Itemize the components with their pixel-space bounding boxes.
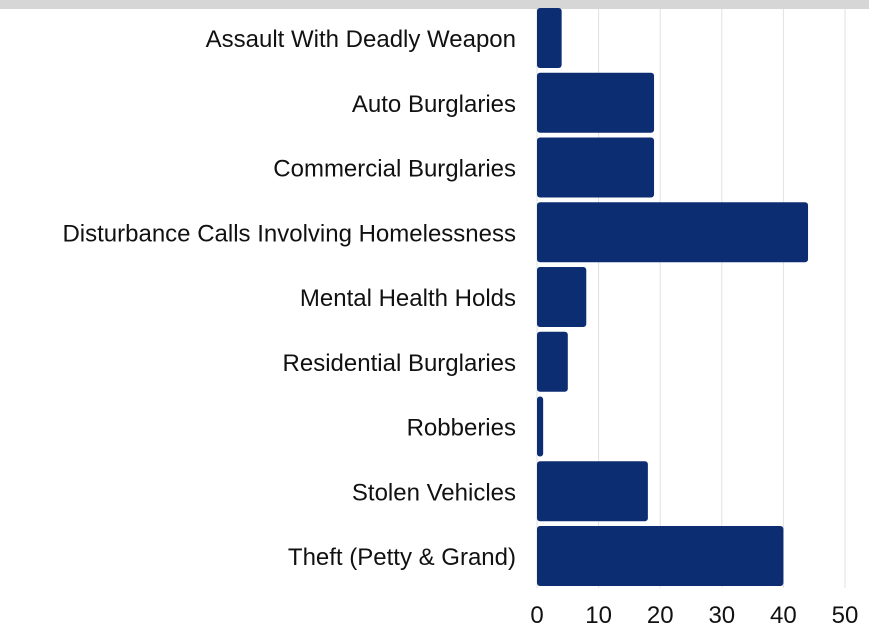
bar (537, 331, 568, 392)
bar (537, 461, 648, 522)
x-tick-label: 20 (647, 602, 674, 628)
category-label: Mental Health Holds (300, 285, 516, 312)
category-label: Residential Burglaries (283, 350, 516, 377)
bars (537, 8, 809, 586)
category-labels: Assault With Deadly Weapon Auto Burglarie… (62, 26, 516, 571)
bar (537, 267, 587, 327)
bar (537, 526, 784, 586)
category-label: Disturbance Calls Involving Homelessness (62, 220, 516, 247)
x-tick-label: 10 (585, 602, 612, 628)
bar (537, 8, 562, 68)
category-label: Robberies (407, 415, 516, 442)
category-label: Assault With Deadly Weapon (206, 26, 516, 53)
category-label: Commercial Burglaries (273, 156, 516, 183)
category-label: Theft (Petty & Grand) (288, 544, 516, 571)
bar (537, 396, 544, 457)
category-label: Auto Burglaries (352, 91, 516, 118)
x-tick-label: 50 (832, 602, 859, 628)
x-tick-labels: 0 10 20 30 40 50 (530, 602, 858, 628)
bar (537, 137, 655, 198)
bar (537, 72, 655, 133)
x-tick-label: 30 (708, 602, 735, 628)
x-tick-label: 40 (770, 602, 797, 628)
x-tick-label: 0 (530, 602, 543, 628)
top-strip (0, 0, 869, 9)
bar (537, 202, 809, 263)
category-label: Stolen Vehicles (352, 479, 516, 506)
